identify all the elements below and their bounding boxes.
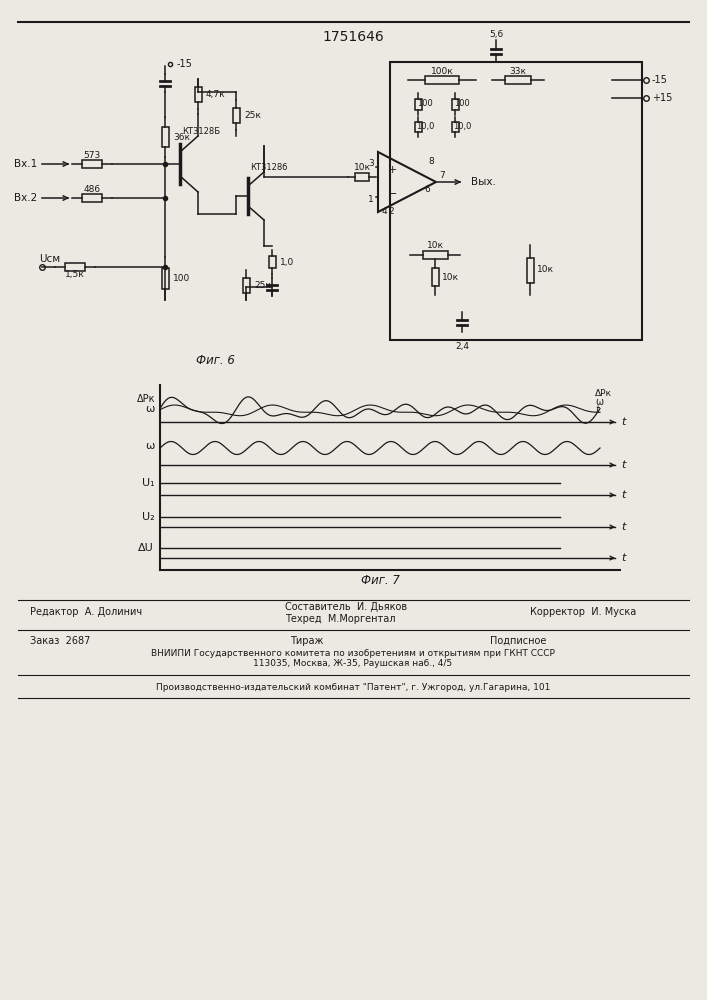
Text: -15: -15	[652, 75, 668, 85]
Text: 36к: 36к	[173, 132, 190, 141]
Text: 4,7к: 4,7к	[206, 90, 226, 99]
Text: ω: ω	[595, 397, 603, 407]
Text: 100: 100	[454, 100, 470, 108]
Bar	[355, 173, 369, 181]
Text: 5,6: 5,6	[489, 29, 503, 38]
Text: t: t	[621, 490, 625, 500]
Text: Техред  М.Моргентал: Техред М.Моргентал	[285, 614, 395, 624]
Text: Тираж: Тираж	[290, 636, 323, 646]
Text: 7: 7	[439, 172, 445, 180]
Text: 6: 6	[424, 186, 430, 194]
Bar	[65, 263, 85, 271]
Text: КТ3128б: КТ3128б	[250, 163, 288, 172]
Bar	[452, 122, 459, 132]
Text: t: t	[595, 405, 599, 415]
Text: ΔU: ΔU	[139, 543, 154, 553]
Text: ω: ω	[146, 404, 155, 414]
Text: 10,0: 10,0	[452, 122, 471, 131]
Text: 573: 573	[83, 151, 100, 160]
Bar	[82, 160, 102, 168]
Text: Производственно-издательский комбинат "Патент", г. Ужгород, ул.Гагарина, 101: Производственно-издательский комбинат "П…	[156, 682, 550, 692]
Text: U₂: U₂	[142, 512, 155, 522]
Text: ΔPк: ΔPк	[595, 388, 612, 397]
Text: ΔPк: ΔPк	[136, 394, 155, 404]
Text: U₁: U₁	[142, 478, 155, 488]
Bar	[194, 87, 201, 102]
Bar	[414, 99, 421, 109]
Bar	[269, 256, 276, 268]
Text: 10к: 10к	[354, 163, 370, 172]
Text: +: +	[388, 165, 397, 175]
Text: 10,0: 10,0	[416, 122, 434, 131]
Text: −: −	[388, 189, 397, 199]
Text: 1751646: 1751646	[322, 30, 384, 44]
Text: 33к: 33к	[510, 68, 527, 77]
Bar	[82, 194, 102, 202]
Text: Редактор  А. Долинич: Редактор А. Долинич	[30, 607, 142, 617]
Bar	[505, 76, 531, 84]
Text: Uсм: Uсм	[39, 254, 60, 264]
Text: Фиг. 7: Фиг. 7	[361, 574, 399, 586]
Text: 2: 2	[388, 208, 394, 217]
Text: 100: 100	[417, 100, 433, 108]
Bar	[425, 76, 459, 84]
Text: 1,0: 1,0	[280, 257, 294, 266]
Bar	[390, 62, 642, 340]
Text: Корректор  И. Муска: Корректор И. Муска	[530, 607, 636, 617]
Text: t: t	[621, 522, 625, 532]
Text: +15: +15	[652, 93, 672, 103]
Bar	[414, 122, 421, 132]
Text: 486: 486	[83, 186, 100, 194]
Bar	[423, 251, 448, 259]
Text: 25к: 25к	[244, 110, 261, 119]
Bar	[243, 277, 250, 292]
Text: 3: 3	[368, 159, 374, 168]
Bar	[233, 107, 240, 122]
Text: 10к: 10к	[426, 240, 443, 249]
Text: t: t	[621, 460, 625, 470]
Text: 100к: 100к	[431, 68, 453, 77]
Text: t: t	[621, 417, 625, 427]
Text: КТ3128Б: КТ3128Б	[182, 127, 220, 136]
Text: 25к: 25к	[254, 280, 271, 290]
Text: 1,5к: 1,5к	[65, 270, 85, 279]
Text: Вых.: Вых.	[471, 177, 496, 187]
Text: 10к: 10к	[537, 265, 554, 274]
Bar	[452, 99, 459, 109]
Text: 8: 8	[428, 157, 434, 166]
Text: 100: 100	[173, 274, 190, 283]
Text: Подписное: Подписное	[490, 636, 547, 646]
Bar	[527, 257, 534, 282]
Bar	[431, 268, 438, 286]
Text: Составитель  И. Дьяков: Составитель И. Дьяков	[285, 602, 407, 612]
Text: ВНИИПИ Государственного комитета по изобретениям и открытиям при ГКНТ СССР: ВНИИПИ Государственного комитета по изоб…	[151, 648, 555, 658]
Text: Вх.2: Вх.2	[13, 193, 37, 203]
Text: Вх.1: Вх.1	[13, 159, 37, 169]
Text: Заказ  2687: Заказ 2687	[30, 636, 90, 646]
Bar	[161, 268, 168, 289]
Polygon shape	[378, 152, 436, 212]
Text: 2,4: 2,4	[455, 342, 469, 351]
Bar	[161, 127, 168, 147]
Text: -15: -15	[177, 59, 193, 69]
Text: t: t	[621, 553, 625, 563]
Text: Фиг. 6: Фиг. 6	[196, 354, 235, 366]
Text: 1: 1	[368, 196, 374, 205]
Text: ω: ω	[146, 441, 155, 451]
Text: 4: 4	[382, 208, 387, 217]
Text: 10к: 10к	[442, 272, 459, 282]
Text: 113035, Москва, Ж-35, Раушская наб., 4/5: 113035, Москва, Ж-35, Раушская наб., 4/5	[253, 660, 452, 668]
